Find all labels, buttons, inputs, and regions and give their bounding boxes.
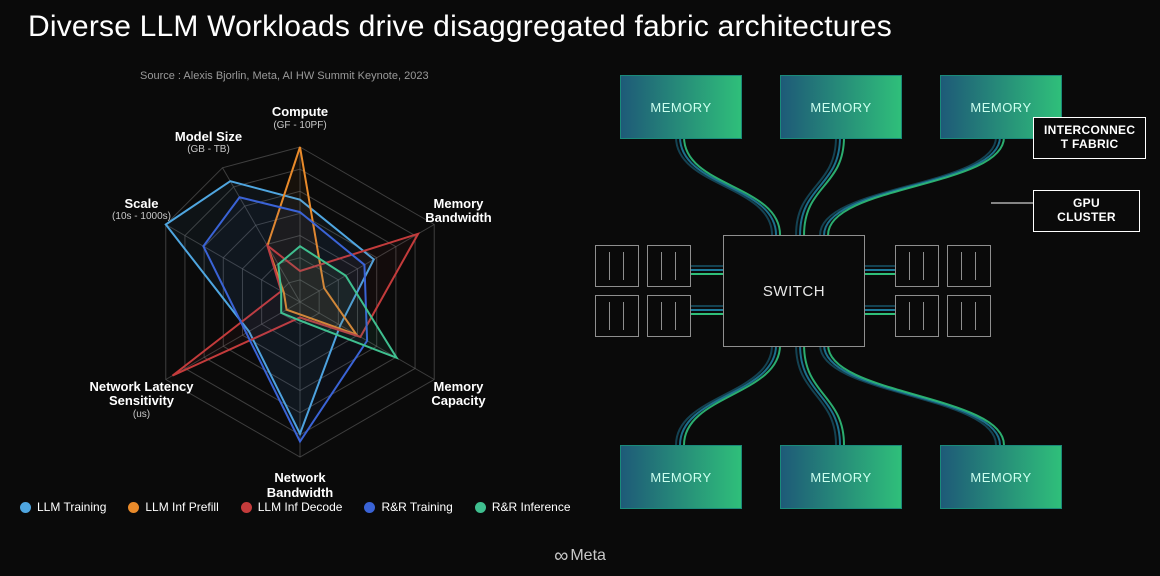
legend-label: R&R Inference [492,500,571,514]
footer-logo: ∞Meta [0,545,1160,568]
legend-dot [128,502,139,513]
memory-box: MEMORY [780,445,902,509]
page-title: Diverse LLM Workloads drive disaggregate… [28,10,892,44]
legend-item: LLM Inf Decode [241,500,343,514]
radar-chart: Compute(GF - 10PF) MemoryBandwidth MemoryC… [30,72,550,492]
legend-item: R&R Training [364,500,452,514]
legend-dot [20,502,31,513]
interconnect-label: INTERCONNECT FABRIC [1033,117,1146,159]
gpu-box [595,295,639,337]
axis-label-compute: Compute(GF - 10PF) [240,105,360,131]
legend-dot [241,502,252,513]
axis-label-scale: Scale(10s - 1000s) [82,197,202,223]
legend-item: R&R Inference [475,500,571,514]
memory-box: MEMORY [620,75,742,139]
legend-label: LLM Inf Decode [258,500,343,514]
legend-label: R&R Training [381,500,452,514]
axis-label-model: Model Size(GB - TB) [149,130,269,156]
legend-item: LLM Inf Prefill [128,500,218,514]
legend-dot [475,502,486,513]
architecture-diagram: MEMORYMEMORYMEMORYMEMORYMEMORYMEMORYSWIT… [595,75,1140,535]
slide: Diverse LLM Workloads drive disaggregate… [0,0,1160,576]
legend-label: LLM Inf Prefill [145,500,218,514]
gpu-box [647,245,691,287]
meta-infinity-icon: ∞ [554,545,568,567]
memory-box: MEMORY [780,75,902,139]
gpu-box [595,245,639,287]
gpu-box [647,295,691,337]
axis-label-net_bw: NetworkBandwidth [240,471,360,501]
memory-box: MEMORY [620,445,742,509]
axis-label-mem_bw: MemoryBandwidth [398,197,518,227]
axis-label-mem_cap: MemoryCapacity [398,380,518,410]
gpu-box [947,295,991,337]
axis-label-net_lat: Network LatencySensitivity(us) [82,380,202,421]
memory-box: MEMORY [940,445,1062,509]
legend-label: LLM Training [37,500,106,514]
legend-item: LLM Training [20,500,106,514]
switch-box: SWITCH [723,235,865,347]
gpu-box [895,245,939,287]
gpu-cluster-label: GPU CLUSTER [1033,190,1140,232]
footer-text: Meta [570,547,606,564]
gpu-box [947,245,991,287]
legend-dot [364,502,375,513]
gpu-box [895,295,939,337]
legend: LLM Training LLM Inf Prefill LLM Inf Decod… [20,500,571,514]
radar-svg [30,72,550,492]
